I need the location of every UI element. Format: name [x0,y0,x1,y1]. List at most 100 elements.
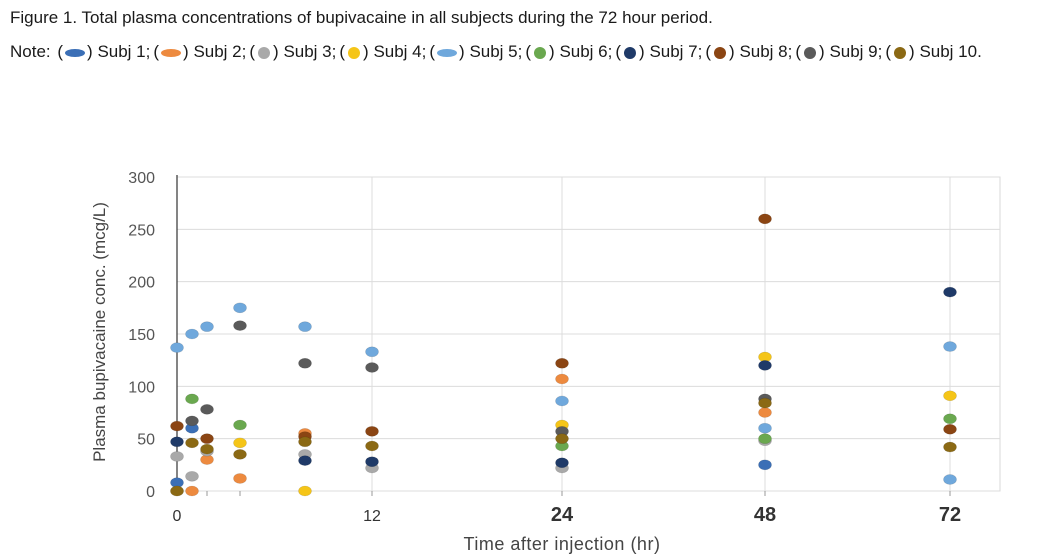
x-tick-label: 12 [363,508,381,525]
legend-marker-icon [714,46,727,59]
y-tick-label: 50 [137,432,155,449]
scatter-chart: 0 50 100 150 200 250 300 0 12 24 48 72 Plasma bupiv… [90,170,1001,554]
y-tick-label: 100 [128,379,155,396]
legend-label: Subj 3; [283,42,337,61]
data-point-subj-10 [555,433,569,444]
legend-label: Subj 6; [559,42,613,61]
data-point-subj-1 [758,459,772,471]
data-point-subj-5 [185,328,199,340]
legend-label: Subj 10. [919,42,982,61]
chart-points [170,213,957,497]
legend-marker-icon [437,48,458,57]
data-point-subj-10 [185,437,199,449]
data-point-subj-2 [758,407,772,418]
y-tick-label: 300 [128,170,155,187]
data-point-subj-10 [365,440,379,452]
legend-entry: () Subj 3; [249,42,337,61]
figure-text: Total plasma concentrations of bupivacai… [81,8,713,27]
data-point-subj-10 [233,449,247,460]
data-point-subj-10 [758,397,772,409]
data-point-subj-5 [365,346,379,358]
data-point-subj-2 [555,373,569,385]
data-point-subj-10 [170,485,184,497]
data-point-subj-2 [185,485,199,497]
data-point-subj-9 [233,320,247,331]
data-point-subj-8 [170,420,184,432]
data-point-subj-4 [943,390,957,402]
legend-marker-icon [804,46,817,59]
legend-label: Subj 1; [97,42,151,61]
data-point-subj-4 [233,437,247,449]
data-point-subj-7 [365,456,379,467]
legend-entry: () Subj 7; [615,42,703,61]
y-tick-label: 150 [128,327,155,344]
data-point-subj-10 [943,441,957,453]
note-label: Note: [10,42,51,61]
data-point-subj-9 [365,362,379,373]
legend-entry: () Subj 1; [57,42,151,61]
legend-entry: () Subj 5; [429,42,523,61]
data-point-subj-10 [200,443,214,455]
data-point-subj-5 [943,341,957,352]
legend-entry: () Subj 4; [339,42,427,61]
data-point-subj-9 [200,404,214,415]
legend-entry: () Subj 9; [795,42,883,61]
data-point-subj-9 [298,358,312,369]
data-point-subj-3 [170,451,184,462]
legend-marker-icon [258,46,271,59]
data-point-subj-5 [233,302,247,314]
data-point-subj-6 [943,413,957,425]
data-point-subj-4 [298,485,312,497]
x-tick-label: 0 [173,508,182,525]
legend-label: Subj 7; [649,42,703,61]
data-point-subj-2 [233,473,247,484]
x-tick-label: 48 [754,504,776,526]
data-point-subj-6 [233,419,247,431]
legend-marker-icon [624,46,637,59]
data-point-subj-6 [758,433,772,444]
data-point-subj-8 [200,433,214,444]
legend-marker-icon [161,48,182,57]
data-point-subj-3 [185,471,199,482]
y-tick-label: 200 [128,275,155,292]
legend-marker-icon [894,46,907,59]
data-point-subj-9 [185,415,199,427]
data-point-subj-5 [555,395,569,407]
legend-marker-icon [65,48,86,57]
legend-entry: () Subj 2; [153,42,247,61]
y-tick-label: 0 [146,484,155,501]
data-point-subj-8 [555,358,569,369]
legend-entry: () Subj 8; [705,42,793,61]
data-point-subj-8 [943,423,957,435]
data-point-subj-8 [758,213,772,225]
x-axis-label: Time after injection (hr) [464,534,661,554]
x-tick-label: 72 [939,504,961,526]
data-point-subj-7 [943,286,957,298]
legend-label: Subj 2; [193,42,247,61]
data-point-subj-5 [943,474,957,485]
data-point-subj-7 [555,457,569,469]
chart-axes: 0 50 100 150 200 250 300 0 12 24 48 72 [128,170,961,526]
data-point-subj-5 [758,422,772,434]
data-point-subj-10 [298,436,312,448]
data-point-subj-8 [365,426,379,437]
data-point-subj-6 [185,393,199,405]
legend-label: Subj 4; [373,42,427,61]
legend-marker-icon [534,46,547,59]
data-point-subj-5 [298,321,312,332]
legend-entry: () Subj 10. [885,42,982,61]
legend-note: Note: () Subj 1;() Subj 2;() Subj 3;() S… [10,40,1035,64]
figure-title: Figure 1. Total plasma concentrations of… [10,6,1035,30]
x-tick-label: 24 [551,504,574,526]
data-point-subj-7 [298,455,312,466]
legend-label: Subj 8; [739,42,793,61]
data-point-subj-5 [170,342,184,353]
legend-marker-icon [348,46,361,59]
data-point-subj-5 [200,321,214,332]
legend-entry: () Subj 6; [525,42,613,61]
legend-label: Subj 5; [469,42,523,61]
figure-caption: Figure 1. Total plasma concentrations of… [10,6,1035,64]
figure-label: Figure 1. [10,8,78,27]
data-point-subj-7 [758,360,772,371]
data-point-subj-7 [170,436,184,448]
